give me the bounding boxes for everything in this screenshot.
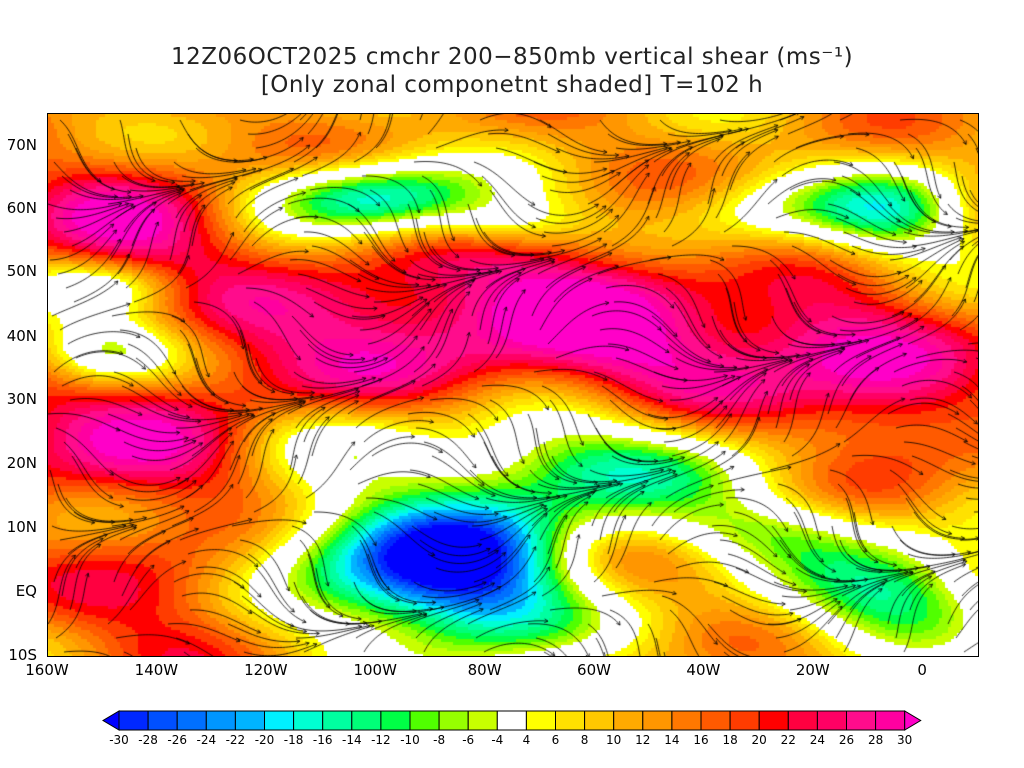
colorbar-label: -18 bbox=[283, 733, 304, 747]
colorbar-label: 10 bbox=[606, 733, 622, 747]
colorbar-box bbox=[496, 710, 527, 731]
colorbar-box bbox=[467, 710, 498, 731]
lat-tick-label: 10S bbox=[8, 646, 37, 664]
colorbar-box bbox=[234, 710, 265, 731]
colorbar-box bbox=[118, 710, 149, 731]
lon-tick-label: 80W bbox=[467, 661, 502, 679]
colorbar-box bbox=[758, 710, 789, 731]
lon-tick-label: 60W bbox=[577, 661, 611, 679]
colorbar-label: 12 bbox=[635, 733, 651, 747]
colorbar-high-arrow bbox=[904, 710, 922, 731]
lon-tick-label: 0 bbox=[917, 661, 927, 679]
lat-tick-label: 30N bbox=[6, 390, 37, 408]
lon-tick-label: 140W bbox=[134, 661, 179, 679]
title-line-2: [Only zonal componetnt shaded] T=102 h bbox=[260, 72, 764, 98]
colorbar-label: -14 bbox=[341, 733, 362, 747]
colorbar-label: 16 bbox=[693, 733, 709, 747]
lat-tick-label: 60N bbox=[6, 199, 37, 217]
colorbar-box bbox=[205, 710, 236, 731]
colorbar-box bbox=[642, 710, 673, 731]
colorbar-box bbox=[380, 710, 411, 731]
colorbar-label: 6 bbox=[551, 733, 560, 747]
lat-tick-label: EQ bbox=[15, 582, 37, 600]
lat-tick-label: 70N bbox=[6, 136, 37, 154]
colorbar-box bbox=[700, 710, 731, 731]
colorbar-label: -16 bbox=[312, 733, 333, 747]
colorbar-label: 26 bbox=[838, 733, 855, 747]
lat-tick-label: 10N bbox=[6, 518, 37, 536]
title-line-1: 12Z06OCT2025 cmchr 200−850mb vertical sh… bbox=[170, 44, 854, 70]
colorbar-label: -8 bbox=[433, 733, 446, 747]
colorbar-box bbox=[438, 710, 469, 731]
lon-tick-label: 100W bbox=[353, 661, 397, 679]
colorbar-label: -4 bbox=[491, 733, 504, 747]
colorbar-label: 18 bbox=[722, 733, 738, 747]
colorbar-box bbox=[293, 710, 324, 731]
colorbar-label: 28 bbox=[867, 733, 884, 747]
colorbar-box bbox=[846, 710, 877, 731]
lat-tick-label: 20N bbox=[6, 454, 37, 472]
lon-tick-label: 120W bbox=[244, 661, 288, 679]
lat-tick-label: 50N bbox=[6, 262, 37, 280]
colorbar-box bbox=[525, 710, 556, 731]
colorbar-label: -26 bbox=[167, 733, 187, 747]
colorbar-box bbox=[147, 710, 178, 731]
lat-tick-label: 40N bbox=[6, 327, 37, 345]
lon-tick-label: 40W bbox=[686, 661, 721, 679]
colorbar-box bbox=[816, 710, 848, 731]
colorbar-box bbox=[409, 710, 440, 731]
colorbar-label: 20 bbox=[751, 733, 767, 747]
colorbar-box bbox=[729, 710, 760, 731]
colorbar-label: -12 bbox=[371, 733, 391, 747]
colorbar-label: 14 bbox=[664, 733, 680, 747]
colorbar-box bbox=[351, 710, 382, 731]
lon-tick-label: 20W bbox=[795, 661, 830, 679]
colorbar-box bbox=[671, 710, 702, 731]
colorbar-box bbox=[322, 710, 353, 731]
lon-tick-label: 160W bbox=[25, 661, 69, 679]
colorbar-label: 4 bbox=[522, 733, 531, 747]
colorbar-box bbox=[875, 710, 906, 731]
colorbar-label: 24 bbox=[809, 733, 826, 747]
colorbar-label: 30 bbox=[897, 733, 913, 747]
colorbar-box bbox=[176, 710, 207, 731]
colorbar-label: 8 bbox=[580, 733, 589, 747]
colorbar-label: -30 bbox=[109, 733, 129, 747]
colorbar bbox=[102, 710, 922, 731]
colorbar-label: -10 bbox=[400, 733, 420, 747]
colorbar-label: -6 bbox=[462, 733, 475, 747]
colorbar-box bbox=[584, 710, 615, 731]
colorbar-label: -28 bbox=[138, 733, 158, 747]
shear-map bbox=[47, 113, 979, 657]
colorbar-label: -20 bbox=[254, 733, 275, 747]
colorbar-label: 22 bbox=[780, 733, 796, 747]
colorbar-box bbox=[613, 710, 644, 731]
colorbar-low-arrow bbox=[102, 710, 120, 731]
colorbar-label: -24 bbox=[196, 733, 217, 747]
colorbar-box bbox=[264, 710, 295, 731]
colorbar-label: -22 bbox=[225, 733, 246, 747]
colorbar-box bbox=[555, 710, 586, 731]
colorbar-box bbox=[787, 710, 818, 731]
